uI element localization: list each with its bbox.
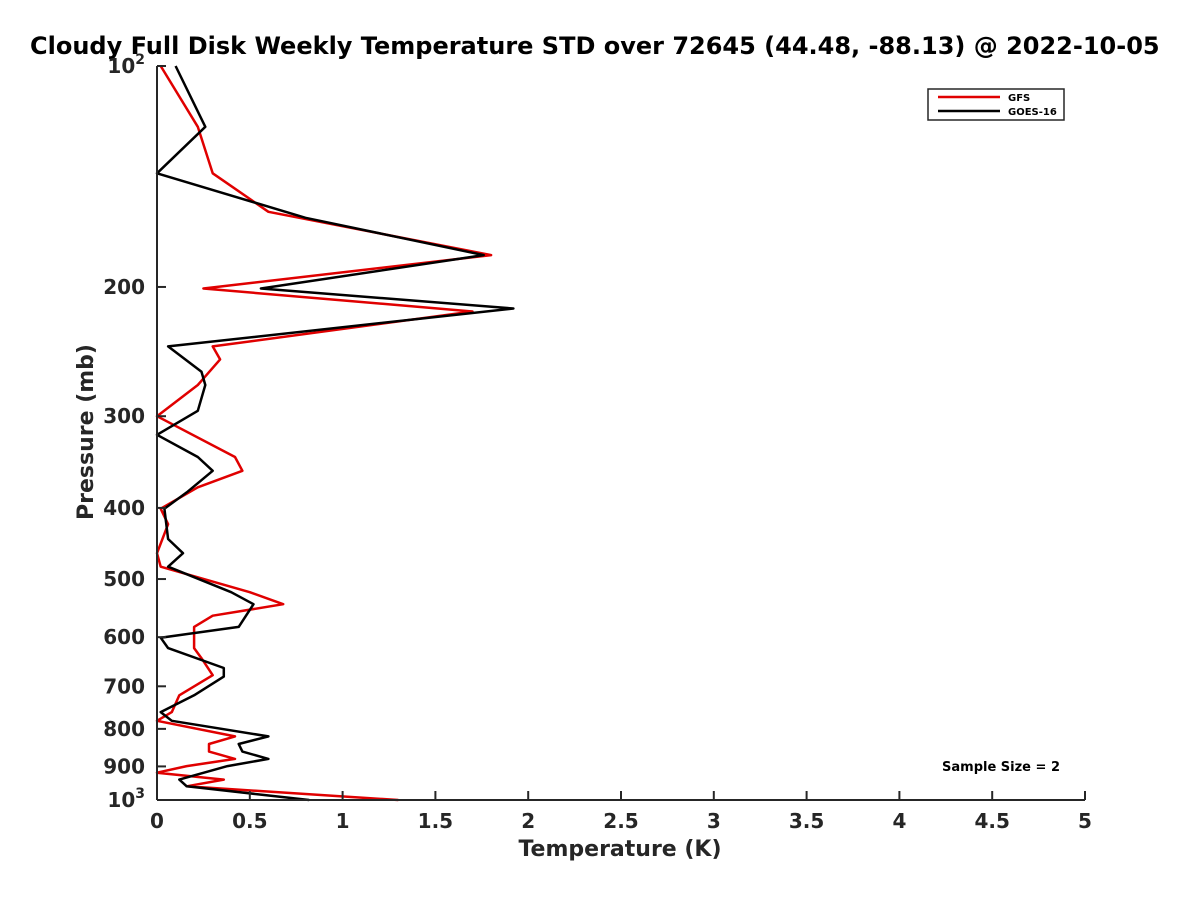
legend-box	[927, 88, 1065, 121]
y-axis-label: Pressure (mb)	[74, 344, 99, 520]
axes: 0 0.5 1 1.5 2 2.5 3 3.5 4 4.5 5 102 200 300 400 500 600 7…	[103, 52, 1092, 833]
chart-title: Cloudy Full Disk Weekly Temperature STD …	[30, 32, 1160, 60]
x-tick-label: 1	[336, 809, 350, 833]
x-tick-label: 3	[707, 809, 721, 833]
x-tick-label: 4.5	[974, 809, 1009, 833]
x-tick-label: 3.5	[789, 809, 824, 833]
x-tick-label: 0	[150, 809, 164, 833]
y-tick-label: 400	[103, 496, 145, 520]
series-line-0	[155, 65, 493, 802]
y-tick-label: 700	[103, 674, 145, 698]
sample-size-annotation: Sample Size = 2	[942, 760, 1060, 775]
y-tick-label: 102	[107, 52, 145, 78]
x-tick-label: 1.5	[418, 809, 453, 833]
y-tick-label: 600	[103, 625, 145, 649]
plot-area	[155, 65, 515, 802]
x-tick-label: 0.5	[232, 809, 267, 833]
x-tick-label: 4	[892, 809, 906, 833]
x-tick-label: 5	[1078, 809, 1092, 833]
x-tick-label: 2.5	[603, 809, 638, 833]
y-tick-label: 800	[103, 717, 145, 741]
legend-label: GFS	[1008, 93, 1030, 104]
y-tick-label: 900	[103, 754, 145, 778]
y-tick-label: 300	[103, 404, 145, 428]
y-tick-label: 500	[103, 567, 145, 591]
legend-label: GOES-16	[1008, 107, 1057, 118]
legend: GFS GOES-16	[927, 88, 1065, 121]
y-tick-label: 200	[103, 275, 145, 299]
y-tick-label: 103	[107, 786, 145, 812]
x-axis-label: Temperature (K)	[518, 837, 721, 862]
series-line-1	[155, 65, 515, 802]
x-tick-label: 2	[521, 809, 535, 833]
